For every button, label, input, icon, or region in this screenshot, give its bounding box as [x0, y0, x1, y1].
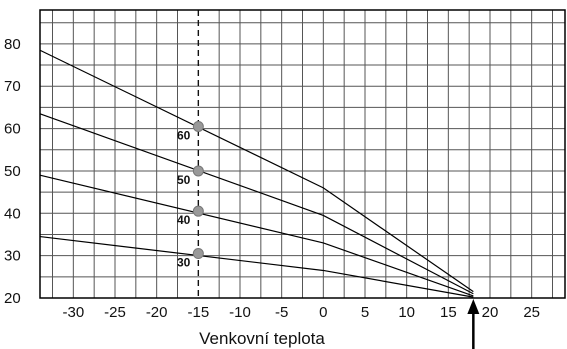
plot-border — [39, 9, 566, 299]
series-line-40 — [39, 174, 474, 297]
series-label-50: 50 — [177, 173, 191, 187]
series-marker-60 — [192, 120, 204, 132]
x-tick-label: 5 — [361, 304, 369, 321]
y-tick-label: 80 — [4, 36, 21, 53]
x-tick-label: -20 — [146, 304, 168, 321]
arrow-head — [467, 299, 480, 314]
grid-lines — [40, 10, 565, 299]
y-tick-label: 30 — [4, 248, 21, 265]
x-tick-label: -25 — [104, 304, 126, 321]
x-tick-label: 20 — [482, 304, 499, 321]
x-tick-label: -15 — [187, 304, 209, 321]
x-axis-label: Venkovní teplota — [199, 329, 325, 348]
series-marker-30 — [192, 248, 204, 260]
series-label-40: 40 — [177, 213, 191, 227]
y-axis-ticks: 20 30 40 50 60 70 80 — [4, 36, 21, 307]
y-tick-label: 70 — [4, 78, 21, 95]
series-label-60: 60 — [177, 128, 191, 142]
y-tick-label: 40 — [4, 205, 21, 222]
series-line-50 — [39, 113, 474, 295]
x-tick-label: -30 — [62, 304, 84, 321]
x-axis-ticks: -30 -25 -20 -15 -10 -5 0 5 10 15 20 25 — [62, 304, 540, 321]
x-tick-label: 25 — [523, 304, 540, 321]
arrow-indicator — [467, 299, 480, 349]
x-tick-label: -5 — [275, 304, 288, 321]
series-line-30 — [39, 235, 474, 298]
y-tick-label: 60 — [4, 121, 21, 138]
x-tick-label: -10 — [229, 304, 251, 321]
x-tick-label: 15 — [440, 304, 457, 321]
y-tick-label: 20 — [4, 290, 21, 307]
series-line-60 — [39, 49, 474, 293]
y-tick-label: 50 — [4, 163, 21, 180]
series-label-30: 30 — [177, 256, 191, 270]
series-marker-50 — [192, 165, 204, 177]
series-group: 60 50 40 30 — [39, 49, 474, 298]
series-marker-40 — [192, 205, 204, 217]
x-tick-label: 10 — [398, 304, 415, 321]
x-tick-label: 0 — [319, 304, 327, 321]
